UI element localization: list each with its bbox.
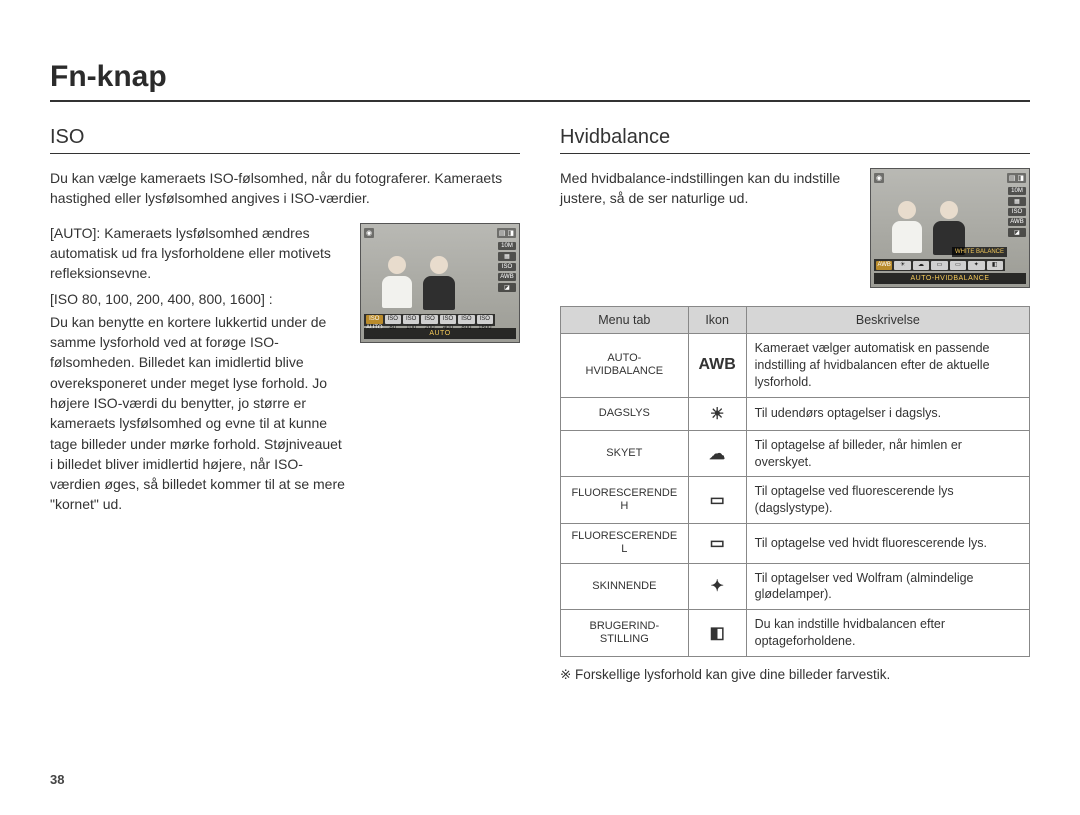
page-number: 38 <box>50 772 64 787</box>
wb-intro-row: Med hvidbalance-indstillingen kan du ind… <box>560 168 1030 288</box>
wb-th-desc: Beskrivelse <box>746 307 1029 334</box>
iso-range-text: Du kan benytte en kortere lukkertid unde… <box>50 312 346 515</box>
lcd-badge: AWB <box>498 273 516 281</box>
wb-footnote: ※ Forskellige lysforhold kan give dine b… <box>560 667 1030 683</box>
wb-menu: BRUGERIND-STILLING <box>561 610 689 657</box>
wb-icon-cloudy: ☁ <box>688 430 746 477</box>
wb-menu: FLUORESCERENDE H <box>561 477 689 524</box>
wb-th-icon: Ikon <box>688 307 746 334</box>
wb-icon-custom: ◧ <box>688 610 746 657</box>
iso-strip-item: ISO AUTO <box>366 315 383 324</box>
wb-menu: SKINNENDE <box>561 563 689 610</box>
wb-desc: Kameraet vælger automatisk en passende i… <box>746 334 1029 398</box>
wb-menu: AUTO-HVIDBALANCE <box>561 334 689 398</box>
wb-lcd-label1: WHITE BALANCE <box>952 247 1007 257</box>
content-columns: ISO Du kan vælge kameraets ISO-følsomhed… <box>50 126 1030 683</box>
wb-desc: Du kan indstille hvidbalancen efter opta… <box>746 610 1029 657</box>
wb-desc: Til optagelse af billeder, når himlen er… <box>746 430 1029 477</box>
iso-strip: ISO AUTO ISO 80 ISO 100 ISO 200 ISO 400 … <box>364 314 495 326</box>
wb-menu: FLUORESCERENDE L <box>561 524 689 563</box>
wb-icon-daylight: ☀ <box>688 397 746 430</box>
wb-table: Menu tab Ikon Beskrivelse AUTO-HVIDBALAN… <box>560 306 1030 657</box>
wb-strip-item: ▭ <box>950 261 966 270</box>
table-row: SKINNENDE ✦ Til optagelser ved Wolfram (… <box>561 563 1030 610</box>
wb-strip-item: ◧ <box>987 261 1003 270</box>
iso-intro: Du kan vælge kameraets ISO-følsomhed, nå… <box>50 168 520 209</box>
wb-strip: AWB ☀ ☁ ▭ ▭ ✦ ◧ <box>874 259 1005 271</box>
iso-range-label: [ISO 80, 100, 200, 400, 800, 1600] : <box>50 291 273 307</box>
iso-lcd-caption: AUTO <box>364 328 516 339</box>
lcd-badge: 10M <box>1008 187 1026 195</box>
wb-menu: SKYET <box>561 430 689 477</box>
lcd-person <box>931 201 967 253</box>
wb-intro: Med hvidbalance-indstillingen kan du ind… <box>560 168 856 288</box>
lcd-person <box>889 201 925 253</box>
wb-menu: DAGSLYS <box>561 397 689 430</box>
lcd-badge: 10M <box>498 242 516 250</box>
iso-strip-item: ISO 1600 <box>477 315 493 324</box>
wb-strip-item: ✦ <box>968 261 984 270</box>
wb-desc: Til optagelser ved Wolfram (almindelige … <box>746 563 1029 610</box>
iso-lcd-preview: ◉ ▤ ◨ 10M ▦ ISO AWB ◪ ISO AUTO ISO 80 ISO… <box>360 223 520 343</box>
lcd-badge: ◪ <box>1008 228 1026 237</box>
table-row: FLUORESCERENDE H ▭ Til optagelse ved flu… <box>561 477 1030 524</box>
wb-lcd-preview: ◉ ▤ ◨ 10M ▦ ISO AWB ◪ WHITE BALANCE AWB ☀… <box>870 168 1030 288</box>
wb-tbody: AUTO-HVIDBALANCE AWB Kameraet vælger aut… <box>561 334 1030 657</box>
iso-strip-item: ISO 200 <box>421 315 437 324</box>
table-row: SKYET ☁ Til optagelse af billeder, når h… <box>561 430 1030 477</box>
lcd-badge: ISO <box>1008 208 1026 216</box>
lcd-iso-badge: ISO <box>498 263 516 271</box>
iso-auto-label: [AUTO]: <box>50 225 100 241</box>
iso-strip-item: ISO 800 <box>458 315 474 324</box>
wb-lcd-caption: AUTO-HVIDBALANCE <box>874 273 1026 284</box>
wb-strip-item: ▭ <box>931 261 947 270</box>
lcd-badge: AWB <box>1008 218 1026 226</box>
wb-th-menu: Menu tab <box>561 307 689 334</box>
wb-icon-fluorescent-h: ▭ <box>688 477 746 524</box>
lcd-person <box>421 256 457 308</box>
wb-heading: Hvidbalance <box>560 126 1030 154</box>
table-row: AUTO-HVIDBALANCE AWB Kameraet vælger aut… <box>561 334 1030 398</box>
iso-strip-item: ISO 400 <box>440 315 456 324</box>
wb-icon-fluorescent-l: ▭ <box>688 524 746 563</box>
lcd-info-icon: ▤ ◨ <box>497 228 516 238</box>
wb-strip-item: ☀ <box>894 261 910 270</box>
wb-desc: Til optagelse ved hvidt fluorescerende l… <box>746 524 1029 563</box>
table-row: DAGSLYS ☀ Til udendørs optagelser i dags… <box>561 397 1030 430</box>
wb-desc: Til udendørs optagelser i dagslys. <box>746 397 1029 430</box>
iso-details: [AUTO]: Kameraets lysfølsomhed ændres au… <box>50 223 520 517</box>
iso-heading: ISO <box>50 126 520 154</box>
iso-section: ISO Du kan vælge kameraets ISO-følsomhed… <box>50 126 520 683</box>
wb-desc: Til optagelse ved fluorescerende lys (da… <box>746 477 1029 524</box>
wb-strip-item: AWB <box>876 261 892 270</box>
lcd-mode-icon: ◉ <box>364 228 374 238</box>
lcd-info-icon: ▤ ◨ <box>1007 173 1026 183</box>
lcd-badge: ▦ <box>1008 197 1026 206</box>
lcd-badge: ◪ <box>498 283 516 292</box>
iso-strip-item: ISO 80 <box>385 315 401 324</box>
iso-strip-item: ISO 100 <box>403 315 419 324</box>
lcd-person <box>379 256 415 308</box>
wb-section: Hvidbalance Med hvidbalance-indstillinge… <box>560 126 1030 683</box>
lcd-badge: ▦ <box>498 252 516 261</box>
wb-strip-item: ☁ <box>913 261 929 270</box>
lcd-mode-icon: ◉ <box>874 173 884 183</box>
wb-icon-awb: AWB <box>688 334 746 398</box>
page-title: Fn-knap <box>50 60 1030 102</box>
table-row: BRUGERIND-STILLING ◧ Du kan indstille hv… <box>561 610 1030 657</box>
table-row: FLUORESCERENDE L ▭ Til optagelse ved hvi… <box>561 524 1030 563</box>
wb-icon-tungsten: ✦ <box>688 563 746 610</box>
